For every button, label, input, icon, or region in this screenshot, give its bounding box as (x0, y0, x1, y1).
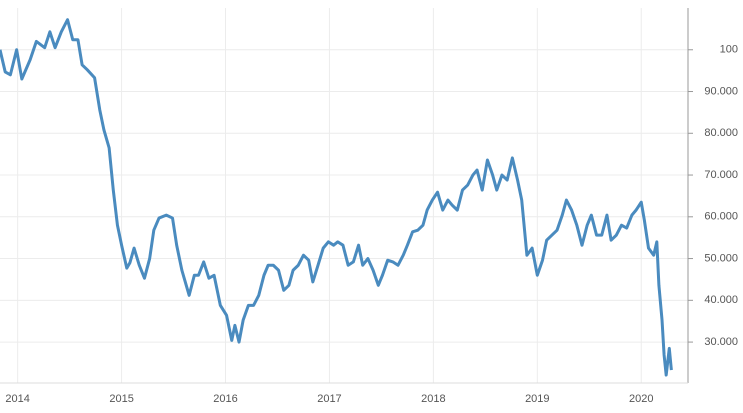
x-tick-label: 2018 (421, 393, 445, 405)
x-tick-label: 2016 (213, 393, 237, 405)
x-tick-label: 2014 (5, 393, 29, 405)
x-tick-label: 2019 (525, 393, 549, 405)
y-tick-label: 90.000 (704, 85, 738, 97)
x-tick-label: 2017 (317, 393, 341, 405)
y-tick-label: 60.000 (704, 211, 738, 223)
y-tick-label: 40.000 (704, 294, 738, 306)
y-tick-label: 50.000 (704, 252, 738, 264)
x-tick-label: 2020 (629, 393, 653, 405)
y-tick-label: 80.000 (704, 127, 738, 139)
y-tick-label: 70.000 (704, 169, 738, 181)
x-tick-label: 2015 (109, 393, 133, 405)
line-series (0, 18, 673, 377)
y-tick-label: 100 (720, 44, 738, 56)
y-tick-label: 30.000 (704, 336, 738, 348)
